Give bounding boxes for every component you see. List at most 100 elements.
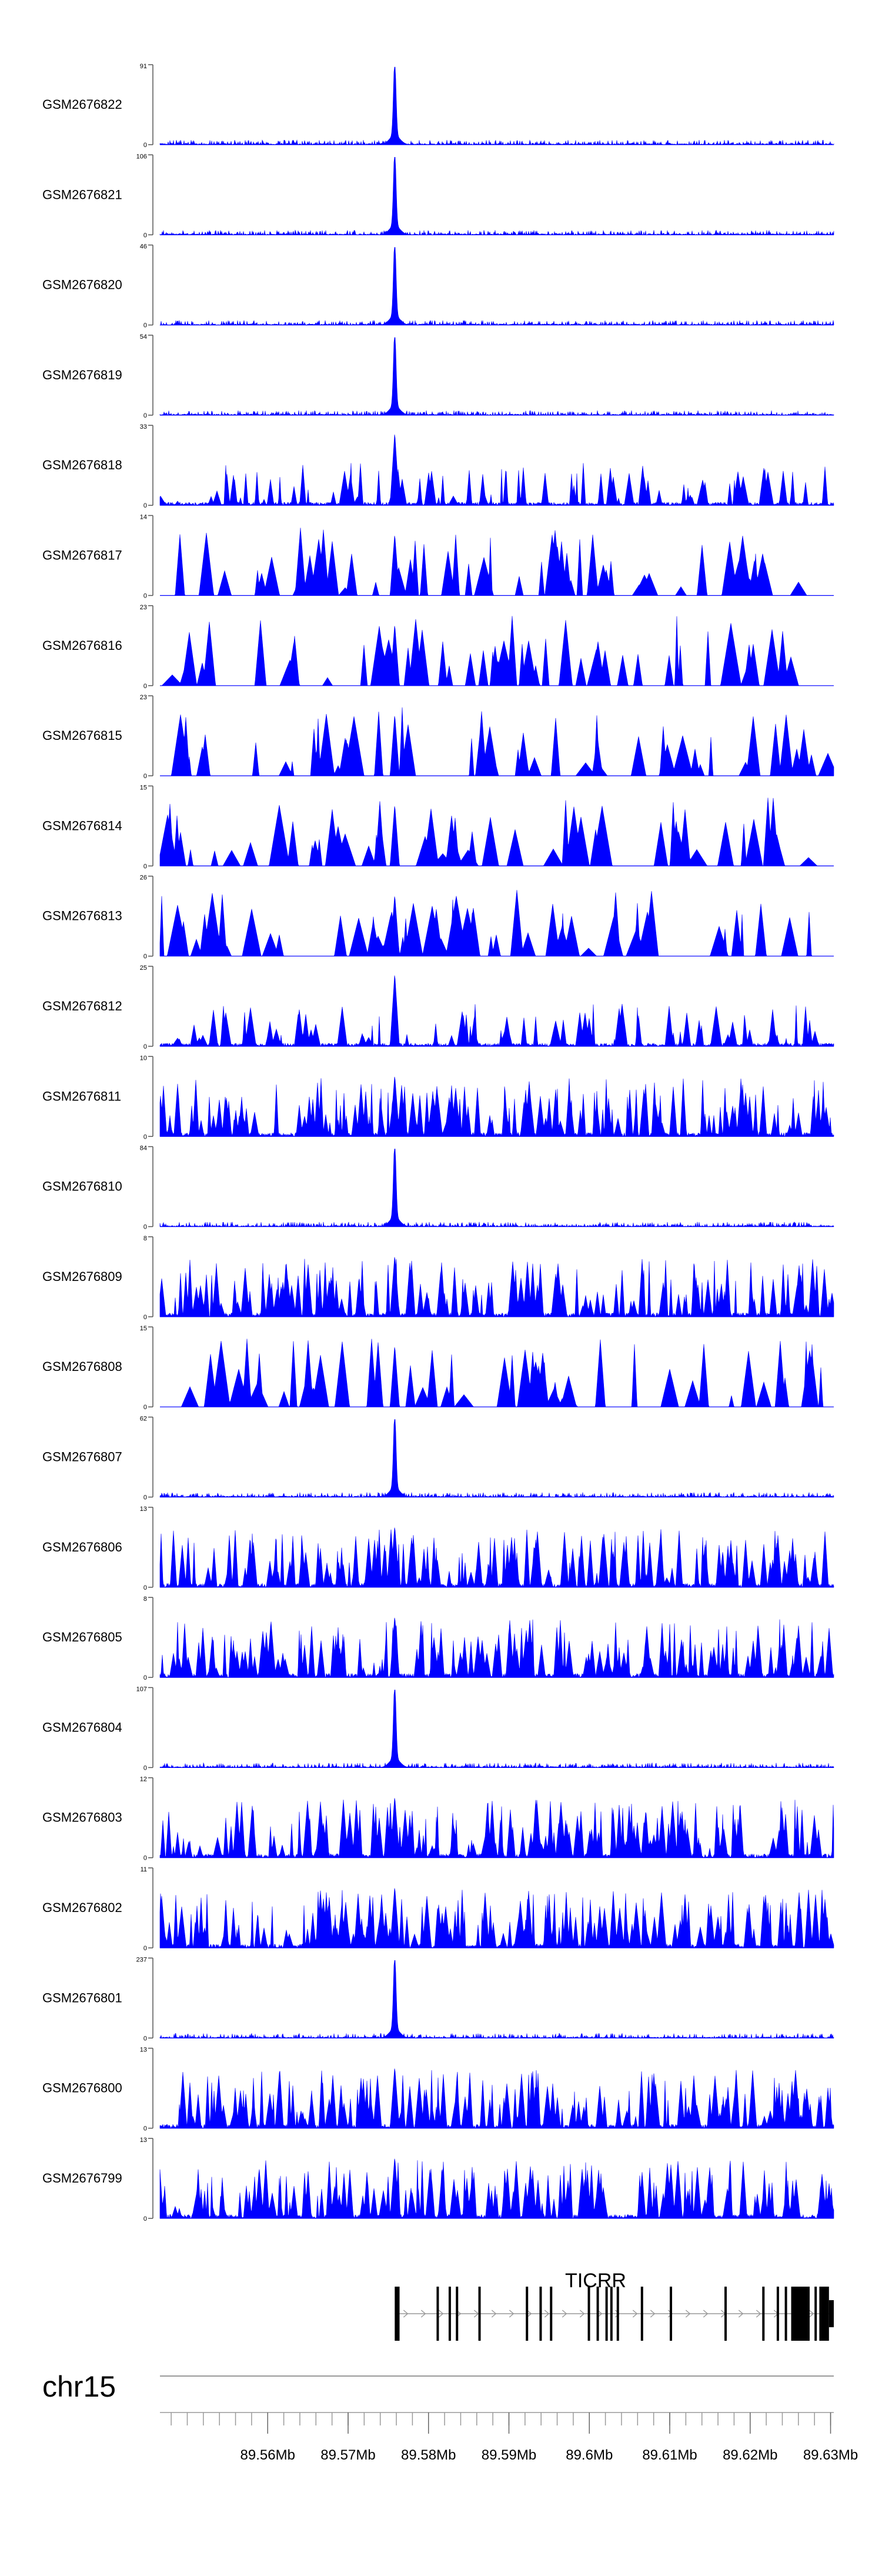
exon: [640, 2287, 643, 2341]
y-max-label: 11: [141, 1866, 147, 1873]
y-min-label: 0: [143, 683, 147, 690]
track-GSM2676820: GSM2676820 46 0: [42, 243, 834, 329]
y-max-label: 84: [140, 1145, 147, 1152]
track-label: GSM2676813: [42, 909, 122, 923]
strand-arrow: [562, 2310, 567, 2318]
coverage-area: [160, 616, 834, 686]
y-max-label: 13: [140, 2047, 147, 2054]
exon: [596, 2287, 599, 2341]
y-min-label: 0: [143, 1133, 147, 1140]
strand-arrow: [509, 2310, 514, 2318]
track-GSM2676806: GSM2676806 13 0: [42, 1506, 834, 1591]
strand-arrow: [491, 2310, 497, 2318]
y-min-label: 0: [143, 1584, 147, 1591]
y-min-label: 0: [143, 322, 147, 329]
exon: [670, 2287, 673, 2341]
exon: [587, 2287, 590, 2341]
coverage-area: [159, 66, 834, 145]
y-max-label: 91: [140, 63, 147, 70]
exon: [724, 2287, 727, 2341]
track-label: GSM2676807: [42, 1450, 122, 1464]
exon: [610, 2287, 613, 2341]
strand-arrow: [703, 2310, 709, 2318]
y-max-label: 8: [143, 1596, 147, 1603]
y-min-label: 0: [143, 2125, 147, 2133]
track-label: GSM2676815: [42, 728, 122, 743]
y-min-label: 0: [143, 1764, 147, 1771]
y-max-label: 107: [136, 1686, 147, 1693]
track-label: GSM2676812: [42, 999, 122, 1013]
y-max-label: 15: [140, 784, 147, 791]
coverage-area: [159, 2068, 834, 2129]
coverage-area: [159, 1419, 834, 1498]
exon: [395, 2287, 400, 2341]
y-min-label: 0: [143, 593, 147, 600]
coverage-area: [159, 1960, 834, 2039]
strand-arrow: [808, 2310, 814, 2318]
track-label: GSM2676806: [42, 1540, 122, 1554]
exon: [550, 2287, 553, 2341]
tick-label: 89.59Mb: [482, 2447, 536, 2463]
track-GSM2676808: GSM2676808 15 0: [42, 1325, 834, 1411]
track-label: GSM2676808: [42, 1359, 122, 1374]
track-label: GSM2676821: [42, 187, 122, 202]
tick-label: 89.57Mb: [320, 2447, 375, 2463]
coverage-area: [160, 707, 834, 776]
coverage-area: [159, 2158, 834, 2219]
track-GSM2676817: GSM2676817 14 0: [42, 514, 834, 600]
track-label: GSM2676820: [42, 278, 122, 292]
strand-arrow: [403, 2310, 409, 2318]
y-min-label: 0: [143, 2215, 147, 2223]
genome-axis: chr15 89.56Mb 89.57Mb 89.58Mb 89.59Mb 89.6Mb…: [42, 2370, 858, 2463]
coverage-area: [159, 337, 834, 416]
exon: [819, 2287, 829, 2341]
track-GSM2676805: GSM2676805 8 0: [42, 1596, 834, 1681]
track-GSM2676801: GSM2676801 237 0: [42, 1956, 834, 2042]
exon: [436, 2287, 439, 2341]
coverage-area: [159, 1076, 834, 1137]
track-label: GSM2676822: [42, 97, 122, 112]
y-max-label: 62: [140, 1416, 147, 1423]
y-min-label: 0: [143, 1043, 147, 1050]
strand-arrow: [544, 2310, 550, 2318]
y-min-label: 0: [143, 1945, 147, 1952]
coverage-area: [159, 975, 834, 1047]
strand-arrow: [738, 2310, 744, 2318]
track-GSM2676809: GSM2676809 8 0: [42, 1235, 834, 1321]
track-label: GSM2676799: [42, 2171, 122, 2185]
y-min-label: 0: [143, 953, 147, 960]
coverage-tracks: GSM2676822 91 0 GSM2676821 106 0 GSM2676820 46 0…: [42, 63, 834, 2223]
coverage-area: [160, 528, 834, 596]
y-min-label: 0: [143, 412, 147, 419]
tick-label: 89.62Mb: [723, 2447, 777, 2463]
track-label: GSM2676802: [42, 1900, 122, 1915]
tick-label: 89.56Mb: [240, 2447, 295, 2463]
track-label: GSM2676816: [42, 638, 122, 653]
coverage-area: [159, 247, 834, 326]
track-label: GSM2676804: [42, 1720, 122, 1734]
strand-arrow: [526, 2310, 532, 2318]
y-max-label: 14: [140, 514, 147, 521]
track-label: GSM2676814: [42, 818, 122, 833]
y-min-label: 0: [143, 1855, 147, 1862]
y-max-label: 25: [140, 965, 147, 972]
exon: [605, 2287, 608, 2341]
coverage-area: [159, 1690, 834, 1769]
track-GSM2676807: GSM2676807 62 0: [42, 1416, 834, 1501]
track-label: GSM2676818: [42, 458, 122, 472]
track-GSM2676819: GSM2676819 54 0: [42, 333, 834, 419]
track-GSM2676818: GSM2676818 33 0: [42, 423, 834, 509]
y-max-label: 8: [143, 1235, 147, 1242]
track-GSM2676811: GSM2676811 10 0: [42, 1055, 834, 1140]
exon: [478, 2287, 481, 2341]
strand-arrow: [438, 2310, 444, 2318]
chromosome-label: chr15: [42, 2370, 116, 2403]
track-label: GSM2676800: [42, 2081, 122, 2095]
track-GSM2676822: GSM2676822 91 0: [42, 63, 834, 149]
track-label: GSM2676810: [42, 1179, 122, 1194]
y-max-label: 15: [140, 1325, 147, 1332]
y-min-label: 0: [143, 773, 147, 780]
y-min-label: 0: [143, 2035, 147, 2042]
y-max-label: 13: [140, 2137, 147, 2144]
